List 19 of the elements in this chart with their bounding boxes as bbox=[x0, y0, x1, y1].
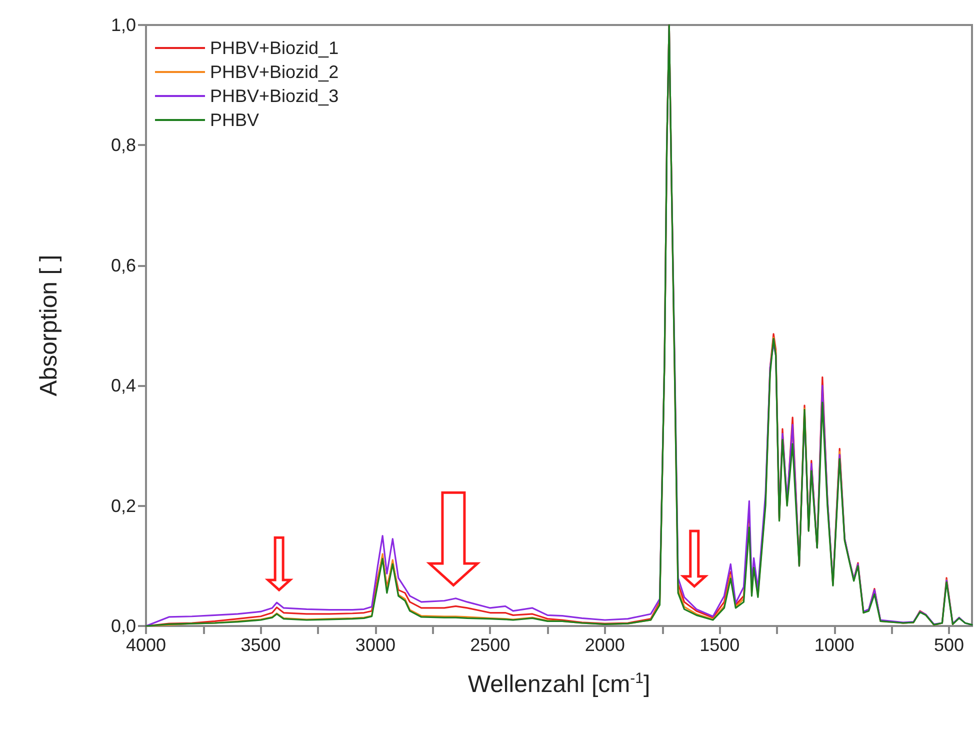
x-tick-label: 2000 bbox=[584, 635, 625, 655]
x-tick-label: 4000 bbox=[126, 635, 166, 655]
legend-label: PHBV bbox=[210, 110, 260, 130]
x-tick-label: 500 bbox=[934, 635, 964, 655]
y-axis-title: Absorption [ ] bbox=[36, 254, 62, 396]
y-tick-label: 0,4 bbox=[110, 376, 136, 396]
x-tick-label: 3000 bbox=[355, 635, 396, 655]
x-tick-label: 3500 bbox=[240, 635, 281, 655]
legend-label: PHBV+Biozid_3 bbox=[210, 86, 339, 106]
legend-label: PHBV+Biozid_1 bbox=[210, 38, 339, 58]
y-tick-label: 0,8 bbox=[110, 135, 136, 156]
y-tick-label: 0,2 bbox=[110, 496, 136, 516]
y-tick-label: 0,0 bbox=[110, 616, 136, 636]
x-tick-label: 1500 bbox=[700, 635, 740, 655]
legend-label: PHBV+Biozid_2 bbox=[210, 62, 339, 82]
y-tick-label: 0,6 bbox=[110, 255, 136, 276]
x-tick-label: 2500 bbox=[470, 635, 510, 655]
y-tick-label: 1,0 bbox=[110, 15, 136, 35]
x-tick-label: 1000 bbox=[814, 635, 854, 655]
